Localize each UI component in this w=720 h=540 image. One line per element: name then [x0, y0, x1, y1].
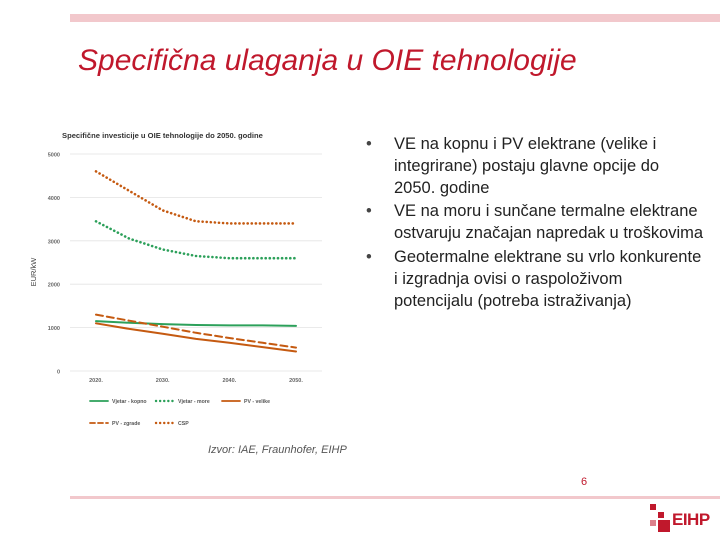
- y-tick-label: 5000: [48, 153, 60, 159]
- y-tick-label: 4000: [48, 196, 60, 202]
- legend-label: Vjetar - more: [178, 399, 210, 405]
- x-tick-label: 2030.: [156, 378, 170, 384]
- logo-square: [650, 520, 656, 526]
- y-tick-label: 1000: [48, 326, 60, 332]
- bullet-item: • VE na kopnu i PV elektrane (velike i in…: [364, 134, 704, 199]
- chart-title: Specifične investicije u OIE tehnologije…: [62, 131, 263, 140]
- x-tick-label: 2040.: [222, 378, 236, 384]
- bullet-marker: •: [366, 247, 372, 266]
- top-accent-bar: [70, 14, 720, 22]
- slide-title: Specifična ulaganja u OIE tehnologije: [78, 44, 577, 77]
- eihp-logo: EIHP: [650, 504, 716, 534]
- bullet-marker: •: [366, 202, 372, 221]
- y-tick-label: 2000: [48, 283, 60, 289]
- y-axis-label: EUR/kW: [29, 257, 38, 287]
- bottom-accent-line: [70, 496, 720, 499]
- y-tick-label: 3000: [48, 239, 60, 245]
- bullet-marker: •: [366, 135, 372, 153]
- logo-text: EIHP: [672, 510, 710, 529]
- source-caption: Izvor: IAE, Fraunhofer, EIHP: [208, 444, 347, 456]
- bullet-item: • Geotermalne elektrane su vrlo konkurent…: [364, 247, 704, 312]
- legend-label: PV - velike: [244, 399, 270, 405]
- logo-square: [658, 520, 670, 532]
- logo-square: [650, 504, 656, 510]
- series-line: [95, 320, 297, 327]
- bullet-list: • VE na kopnu i PV elektrane (velike i in…: [364, 134, 704, 314]
- x-tick-label: 2020.: [89, 378, 103, 384]
- chart-background: [22, 124, 342, 438]
- bullet-text: VE na kopnu i PV elektrane (velike i int…: [394, 135, 660, 197]
- chart-image: Specifične investicije u OIE tehnologije…: [22, 124, 342, 438]
- bullet-text: Geotermalne elektrane su vrlo konkurente…: [394, 247, 702, 310]
- bullet-text: VE na moru i sunčane termalne elektrane …: [394, 202, 704, 243]
- x-tick-label: 2050.: [289, 378, 303, 384]
- y-tick-label: 0: [57, 370, 60, 376]
- bullet-item: • VE na moru i sunčane termalne elektrane…: [364, 201, 704, 245]
- legend-label: Vjetar - kopno: [112, 399, 147, 405]
- series-line: [95, 322, 297, 353]
- series-line: [94, 220, 298, 260]
- page-number: 6: [581, 476, 588, 488]
- line-chart: Specifične investicije u OIE tehnologije…: [22, 124, 342, 438]
- legend-label: PV - zgrade: [112, 421, 140, 427]
- legend-label: CSP: [178, 421, 189, 427]
- series-line: [95, 313, 297, 349]
- logo-square: [658, 512, 664, 518]
